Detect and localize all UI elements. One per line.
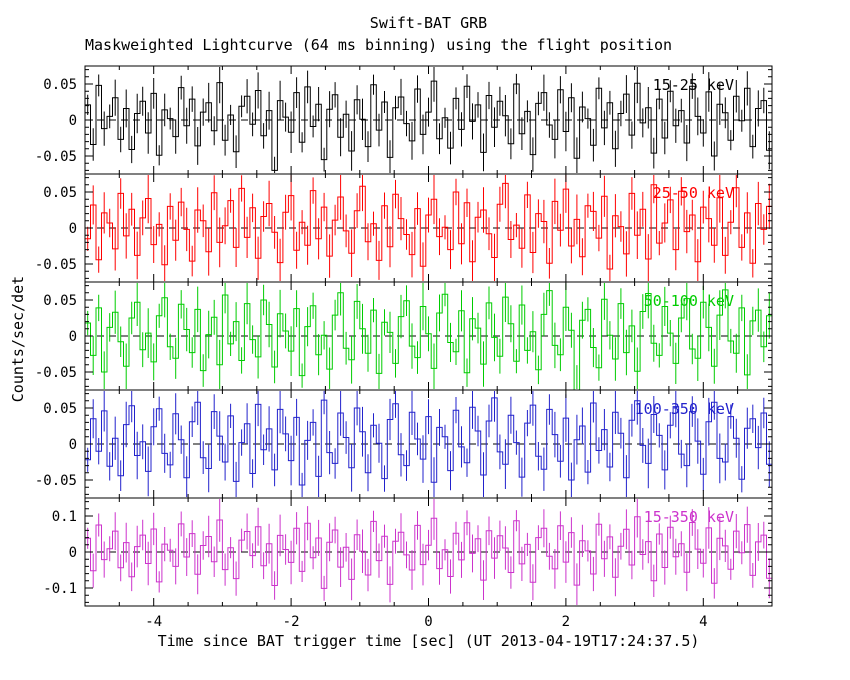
y-tick-label: -0.05 [35,257,77,273]
y-tick-label: 0 [69,329,77,345]
y-tick-label: 0.05 [43,77,77,93]
energy-label: 15-350 keV [644,508,734,526]
y-tick-label: 0.05 [43,185,77,201]
series-path [85,182,772,270]
axis-ticks [85,498,772,606]
series-path [85,80,772,171]
y-tick-label: 0.05 [43,293,77,309]
energy-label: 50-100 keV [644,292,734,310]
y-tick-label: -0.1 [43,581,77,597]
panel-1: 0.05 0 -0.05 25-50 keV [35,173,773,283]
axis-ticks [85,390,772,498]
series-path [85,397,772,486]
series-path [85,289,772,391]
axis-ticks [85,282,772,390]
y-tick-label: 0 [69,545,77,561]
panel-3: 0.05 0 -0.05 100-350 keV [35,389,773,499]
y-tick-label: 0 [69,113,77,129]
x-tick-label: 2 [562,614,570,630]
chart-subtitle: Maskweighted Lightcurve (64 ms binning) … [85,36,672,54]
energy-label: 100-350 keV [635,400,734,418]
y-tick-label: -0.05 [35,149,77,165]
y-tick-label: 0.1 [52,509,77,525]
energy-label: 15-25 keV [653,76,734,94]
y-tick-label: 0.05 [43,401,77,417]
axis-ticks [85,174,772,282]
y-tick-label: 0 [69,437,77,453]
x-tick-label: -2 [283,614,300,630]
panel-2: 0.05 0 -0.05 50-100 keV [35,281,773,391]
y-tick-label: -0.05 [35,473,77,489]
panel-0: 0.05 0 -0.05 15-25 keV [35,65,773,175]
series-path [85,516,772,589]
x-tick-label: 0 [424,614,432,630]
y-tick-label: 0 [69,221,77,237]
y-tick-label: -0.05 [35,365,77,381]
x-tick-label: -4 [145,614,162,630]
energy-label: 25-50 keV [653,184,734,202]
chart-title: Swift-BAT GRB [369,14,488,32]
x-axis-label: Time since BAT trigger time [sec] (UT 20… [157,632,700,650]
x-tick-label: 4 [699,614,707,630]
panel-4: 0.1 0 -0.1 15-350 keV -4 -2 0 2 4 [43,497,773,630]
axis-ticks [85,66,772,174]
